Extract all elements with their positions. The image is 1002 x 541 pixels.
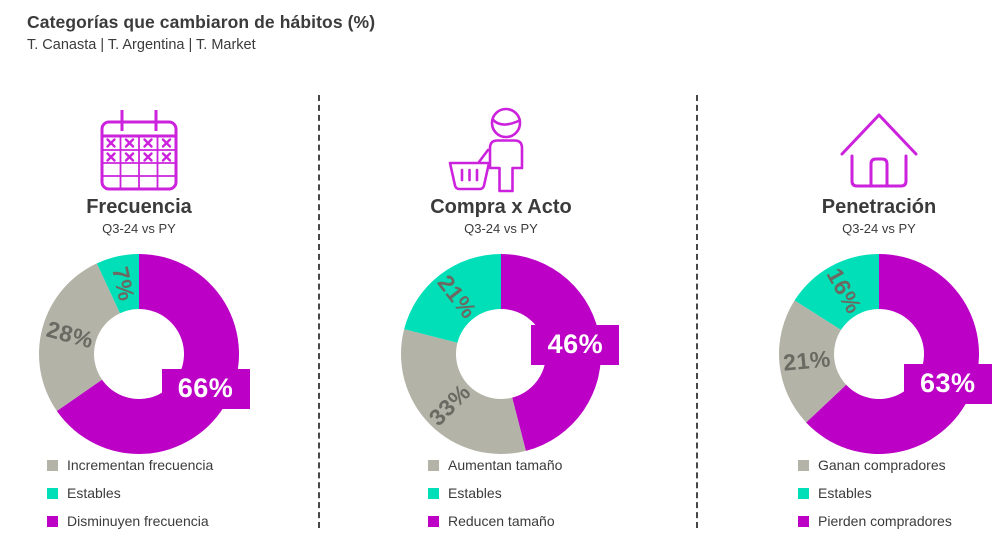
donut-slice xyxy=(779,300,847,423)
donut-slice xyxy=(401,329,526,454)
shopper-basket-icon xyxy=(378,106,600,194)
legend-label: Reducen tamaño xyxy=(448,513,555,529)
callout-value: 63% xyxy=(903,363,992,404)
legend-item: Incrementan frecuencia xyxy=(47,457,213,473)
legend-item: Estables xyxy=(428,485,562,501)
legend-label: Estables xyxy=(448,485,502,501)
legend-label: Incrementan frecuencia xyxy=(67,457,214,473)
callout-value: 66% xyxy=(161,368,250,409)
legend-item: Aumentan tamaño xyxy=(428,457,562,473)
donut-slice xyxy=(806,254,979,454)
panel-penetracion: Penetración Q3-24 vs PY 63% 21% 16% Ganan … xyxy=(768,0,992,541)
legend-label: Disminuyen frecuencia xyxy=(67,513,209,529)
donut-slice xyxy=(38,263,121,412)
legend-swatch xyxy=(47,487,58,499)
section-divider xyxy=(696,95,698,528)
legend-item: Reducen tamaño xyxy=(428,513,562,529)
panel-period: Q3-24 vs PY xyxy=(102,221,176,236)
donut-slice xyxy=(96,254,139,314)
legend-label: Estables xyxy=(67,485,121,501)
legend-swatch xyxy=(47,459,58,471)
legend-item: Pierden compradores xyxy=(798,513,952,529)
slice-label: 21% xyxy=(782,345,833,376)
section-divider xyxy=(318,95,320,528)
legend: Ganan compradores Estables Pierden compr… xyxy=(798,457,952,541)
legend-swatch xyxy=(798,487,809,499)
callout-value: 46% xyxy=(531,324,620,365)
page-title: Categorías que cambiaron de hábitos (%) xyxy=(27,12,376,32)
panel-title: Frecuencia xyxy=(86,196,192,218)
house-icon xyxy=(768,106,990,194)
legend-item: Estables xyxy=(47,485,213,501)
donut-slice xyxy=(404,254,501,343)
page-subtitle: T. Canasta | T. Argentina | T. Market xyxy=(27,37,256,53)
legend-swatch xyxy=(798,515,809,527)
calendar-icon xyxy=(28,106,250,194)
legend-swatch xyxy=(428,487,439,499)
legend-swatch xyxy=(47,515,58,527)
legend-item: Estables xyxy=(798,485,952,501)
legend-label: Aumentan tamaño xyxy=(448,457,563,473)
panel-title: Compra x Acto xyxy=(430,196,572,218)
legend-swatch xyxy=(428,459,439,471)
legend-swatch xyxy=(798,459,809,471)
panel-compra-x-acto: Compra x Acto Q3-24 vs PY 46% 33% 21% Aume… xyxy=(390,0,620,541)
donut-chart-penetracion: 63% 21% 16% xyxy=(774,249,992,459)
legend: Aumentan tamaño Estables Reducen tamaño xyxy=(428,457,562,541)
legend-item: Disminuyen frecuencia xyxy=(47,513,213,529)
panel-period: Q3-24 vs PY xyxy=(842,221,916,236)
legend: Incrementan frecuencia Estables Disminuy… xyxy=(47,457,213,541)
legend-label: Estables xyxy=(818,485,872,501)
panel-period: Q3-24 vs PY xyxy=(464,221,538,236)
report-header: Categorías que cambiaron de hábitos (%) … xyxy=(27,12,375,53)
legend-swatch xyxy=(428,515,439,527)
panel-title: Penetración xyxy=(821,196,937,218)
donut-chart-compra-x-acto: 46% 33% 21% xyxy=(396,249,620,459)
legend-label: Pierden compradores xyxy=(818,513,952,529)
donut-slice xyxy=(794,254,879,330)
legend-item: Ganan compradores xyxy=(798,457,952,473)
legend-label: Ganan compradores xyxy=(818,457,946,473)
donut-chart-frecuencia: 66% 28% 7% xyxy=(34,249,250,459)
panel-frecuencia: Frecuencia Q3-24 vs PY 66% 28% 7% Incremen… xyxy=(28,0,250,538)
